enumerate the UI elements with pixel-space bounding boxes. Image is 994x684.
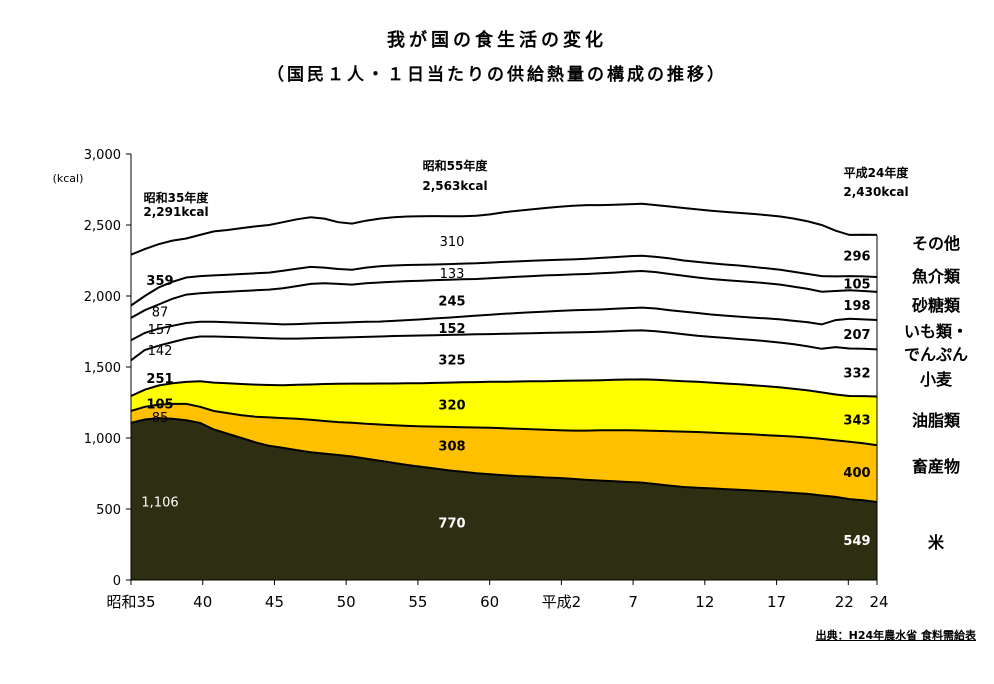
legend-item: 小麦 [920, 370, 953, 389]
y-tick-label: 2,000 [84, 290, 121, 305]
data-label: 320 [438, 399, 465, 414]
annotation-value: 2,291kcal [143, 205, 208, 219]
area-いも類・でんぷん [131, 307, 877, 361]
data-label: 133 [440, 267, 465, 282]
annotation-value: 2,430kcal [843, 185, 908, 199]
legend-item: 畜産物 [912, 457, 960, 476]
chart-subtitle: （国民１人・１日当たりの供給熱量の構成の推移） [267, 65, 727, 85]
data-label: 296 [843, 250, 870, 265]
x-tick-label: 60 [480, 593, 499, 611]
legend-item: でんぷん [904, 345, 968, 364]
annotation-title: 昭和55年度 [423, 158, 489, 173]
data-label: 1,106 [141, 495, 178, 510]
data-label: 332 [843, 366, 870, 381]
data-label: 359 [146, 274, 173, 289]
x-tick-label: 22 [835, 593, 854, 611]
data-label: 198 [843, 299, 870, 314]
data-label: 343 [843, 414, 870, 429]
legend-item: いも類・ [904, 322, 968, 341]
x-tick-label: 7 [628, 593, 638, 611]
annotation-title: 平成24年度 [844, 165, 910, 180]
y-tick-label: 0 [113, 574, 121, 589]
legend-item: 魚介類 [912, 267, 961, 286]
line-いも類・でんぷん [130, 306, 878, 342]
x-tick-label: 平成2 [542, 593, 582, 611]
x-tick-label: 17 [767, 593, 786, 611]
data-label: 87 [152, 306, 169, 321]
data-label: 245 [438, 295, 465, 310]
area-油脂類 [131, 379, 877, 446]
data-label: 142 [148, 344, 173, 359]
y-unit: (kcal) [53, 172, 84, 185]
data-label: 549 [843, 534, 870, 549]
data-label: 157 [148, 323, 173, 338]
line-小麦 [130, 329, 878, 362]
data-label: 770 [438, 516, 465, 531]
y-tick-label: 2,500 [84, 219, 121, 234]
x-tick-label: 50 [337, 593, 356, 611]
data-label: 308 [438, 439, 465, 454]
source-note: 出典：H24年農水省 食料需給表 [815, 629, 976, 642]
y-tick-label: 1,500 [84, 361, 121, 376]
data-label: 152 [438, 322, 465, 337]
y-tick-label: 3,000 [84, 148, 121, 163]
area-魚介類 [131, 255, 877, 318]
x-tick-label: 55 [408, 593, 427, 611]
area-小麦 [131, 330, 877, 397]
x-tick-label: 40 [193, 593, 212, 611]
x-tick-label: 昭和35 [106, 593, 155, 611]
data-label: 85 [152, 411, 169, 426]
line-米 [130, 417, 878, 503]
line-砂糖類 [130, 269, 878, 319]
line-畜産物 [130, 402, 878, 447]
area-その他 [131, 203, 877, 306]
data-label: 325 [438, 354, 465, 369]
y-tick-label: 500 [96, 503, 121, 518]
data-label: 105 [843, 278, 870, 293]
data-label: 310 [440, 235, 465, 250]
annotation-title: 昭和35年度 [144, 190, 210, 205]
legend-item: 米 [928, 533, 945, 552]
line-油脂類 [130, 378, 878, 398]
x-tick-label: 24 [869, 593, 888, 611]
area-畜産物 [131, 403, 877, 502]
legend-item: その他 [912, 234, 960, 253]
data-label: 400 [843, 466, 870, 481]
area-米 [131, 418, 877, 580]
legend-item: 油脂類 [912, 411, 961, 430]
y-tick-label: 1,000 [84, 432, 121, 447]
data-label: 105 [146, 397, 173, 412]
chart-title: 我が国の食生活の変化 [387, 30, 607, 51]
x-tick-label: 12 [695, 593, 714, 611]
annotation-value: 2,563kcal [422, 179, 487, 193]
line-魚介類 [130, 254, 878, 307]
data-label: 251 [146, 372, 173, 387]
x-tick-label: 45 [265, 593, 284, 611]
data-label: 207 [843, 328, 870, 343]
line-その他 [130, 202, 878, 256]
legend-item: 砂糖類 [912, 296, 961, 315]
